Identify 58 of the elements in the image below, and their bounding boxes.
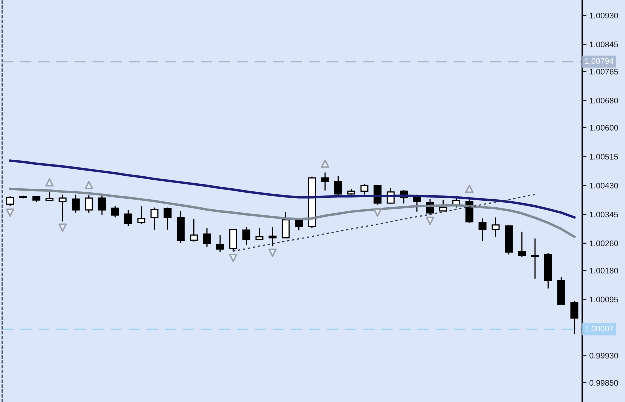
point <box>465 184 474 194</box>
candlestick <box>85 195 94 214</box>
candlestick <box>58 194 67 222</box>
candlestick <box>111 206 120 218</box>
candlestick <box>478 218 487 242</box>
candlestick <box>570 300 579 335</box>
point <box>229 254 238 262</box>
line-series <box>232 194 536 252</box>
candlestick <box>98 194 106 216</box>
candlestick <box>334 176 342 196</box>
candlestick <box>150 207 159 230</box>
candlestick <box>216 234 224 253</box>
candlestick <box>256 228 264 241</box>
y-tick-label: 1.00345 <box>590 212 618 218</box>
candlestick <box>466 198 474 224</box>
y-tick-label: 1.00180 <box>590 268 618 274</box>
point <box>6 208 15 218</box>
point <box>268 248 277 258</box>
candlestick <box>203 228 212 248</box>
y-tick-label: 1.00260 <box>590 240 618 247</box>
candlestick <box>360 184 369 196</box>
candlestick <box>176 210 185 244</box>
y-tick-label: 1.00680 <box>590 98 618 104</box>
y-tick-label: 1.00515 <box>590 154 618 160</box>
line-series <box>9 188 576 238</box>
candlestick <box>6 196 14 207</box>
candlestick <box>138 206 146 226</box>
y-tick-label: 1.00930 <box>590 12 618 19</box>
point <box>374 208 382 218</box>
line-series <box>9 160 576 219</box>
candlestick <box>558 276 566 306</box>
y-tick-label: 1.00600 <box>590 125 618 131</box>
y-tick-label: 0.99930 <box>590 353 618 359</box>
point <box>46 178 54 187</box>
ref-line-label: 1.00794 <box>585 58 614 64</box>
candlestick <box>190 218 198 242</box>
candlestick <box>321 172 330 192</box>
point <box>426 216 434 226</box>
candlestick <box>492 217 500 238</box>
candlestick <box>72 194 80 214</box>
point <box>58 224 68 232</box>
candlestick <box>229 228 238 252</box>
y-tick-label: 0.99850 <box>590 380 618 386</box>
candlestick <box>242 226 251 246</box>
candlestick <box>439 200 448 212</box>
y-tick-label: 1.00845 <box>590 42 618 48</box>
y-tick-label: 1.00765 <box>590 69 618 75</box>
y-tick-label: 1.00430 <box>590 182 618 189</box>
candlestick <box>124 210 132 228</box>
point <box>84 181 94 190</box>
candlestick <box>531 238 540 280</box>
ref-line-label: 1.00007 <box>585 326 614 332</box>
candlestick <box>164 207 172 230</box>
candlestick <box>268 226 277 248</box>
candlestick <box>518 231 526 258</box>
point <box>321 160 330 168</box>
candlestick <box>282 212 290 239</box>
y-tick-label: 1.00095 <box>590 296 618 303</box>
